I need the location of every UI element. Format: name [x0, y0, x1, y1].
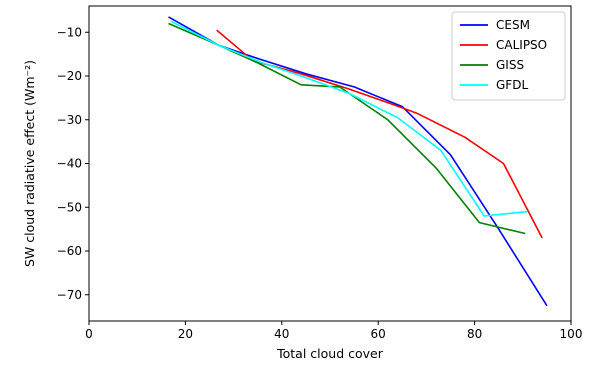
y-tick-label: −70 [57, 288, 82, 302]
y-tick-label: −30 [57, 113, 82, 127]
x-tick-label: 80 [467, 327, 482, 341]
x-axis-title: Total cloud cover [276, 346, 384, 361]
legend-box [451, 11, 566, 101]
x-tick-label: 40 [274, 327, 289, 341]
y-tick-label: −40 [57, 157, 82, 171]
y-tick-label: −60 [57, 244, 82, 258]
series-line-gfdl [170, 20, 528, 217]
x-tick-label: 100 [560, 327, 583, 341]
y-tick-label: −20 [57, 69, 82, 83]
legend-label-giss: GISS [496, 58, 524, 72]
y-tick-label: −50 [57, 200, 82, 214]
x-tick-label: 0 [85, 327, 93, 341]
legend-label-cesm: CESM [496, 18, 530, 32]
x-tick-label: 20 [178, 327, 193, 341]
x-tick-label: 60 [371, 327, 386, 341]
legend-label-gfdl: GFDL [496, 78, 528, 92]
y-tick-label: −10 [57, 25, 82, 39]
legend-label-calipso: CALIPSO [496, 38, 547, 52]
y-axis-title: SW cloud radiative effect (Wm⁻²) [22, 60, 37, 267]
